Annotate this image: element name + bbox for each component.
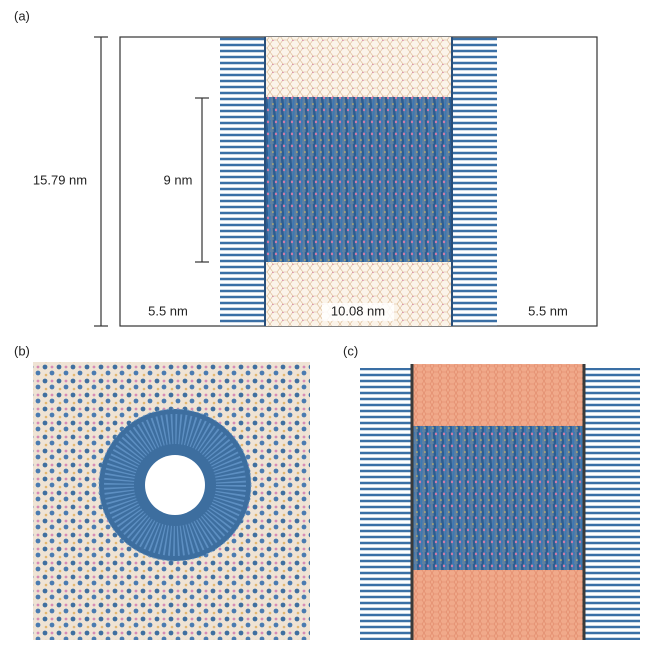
water-top [265, 37, 452, 97]
panel-label: (b) [14, 343, 30, 358]
dimension-label: 9 nm [164, 172, 193, 187]
lipid-pore [265, 97, 452, 262]
lipid-left [220, 37, 266, 326]
water-top [412, 364, 584, 426]
lipid-right [578, 368, 640, 640]
lipid-pore [412, 426, 584, 570]
dimension-label: 5.5 nm [148, 303, 188, 318]
lipid-right [451, 37, 497, 326]
panel-label: (a) [14, 8, 30, 23]
water-bottom [412, 570, 584, 640]
dimension-label: 5.5 nm [528, 303, 568, 318]
figure: (a) 15.79 nm 9 nm 5.5 nm 10.08 nm 5.5 nm… [0, 0, 649, 648]
dimension-label: 15.79 nm [33, 172, 87, 187]
dimension-label: 10.08 nm [331, 303, 385, 318]
panel-label: (c) [343, 343, 358, 358]
pore-hole [145, 455, 205, 515]
